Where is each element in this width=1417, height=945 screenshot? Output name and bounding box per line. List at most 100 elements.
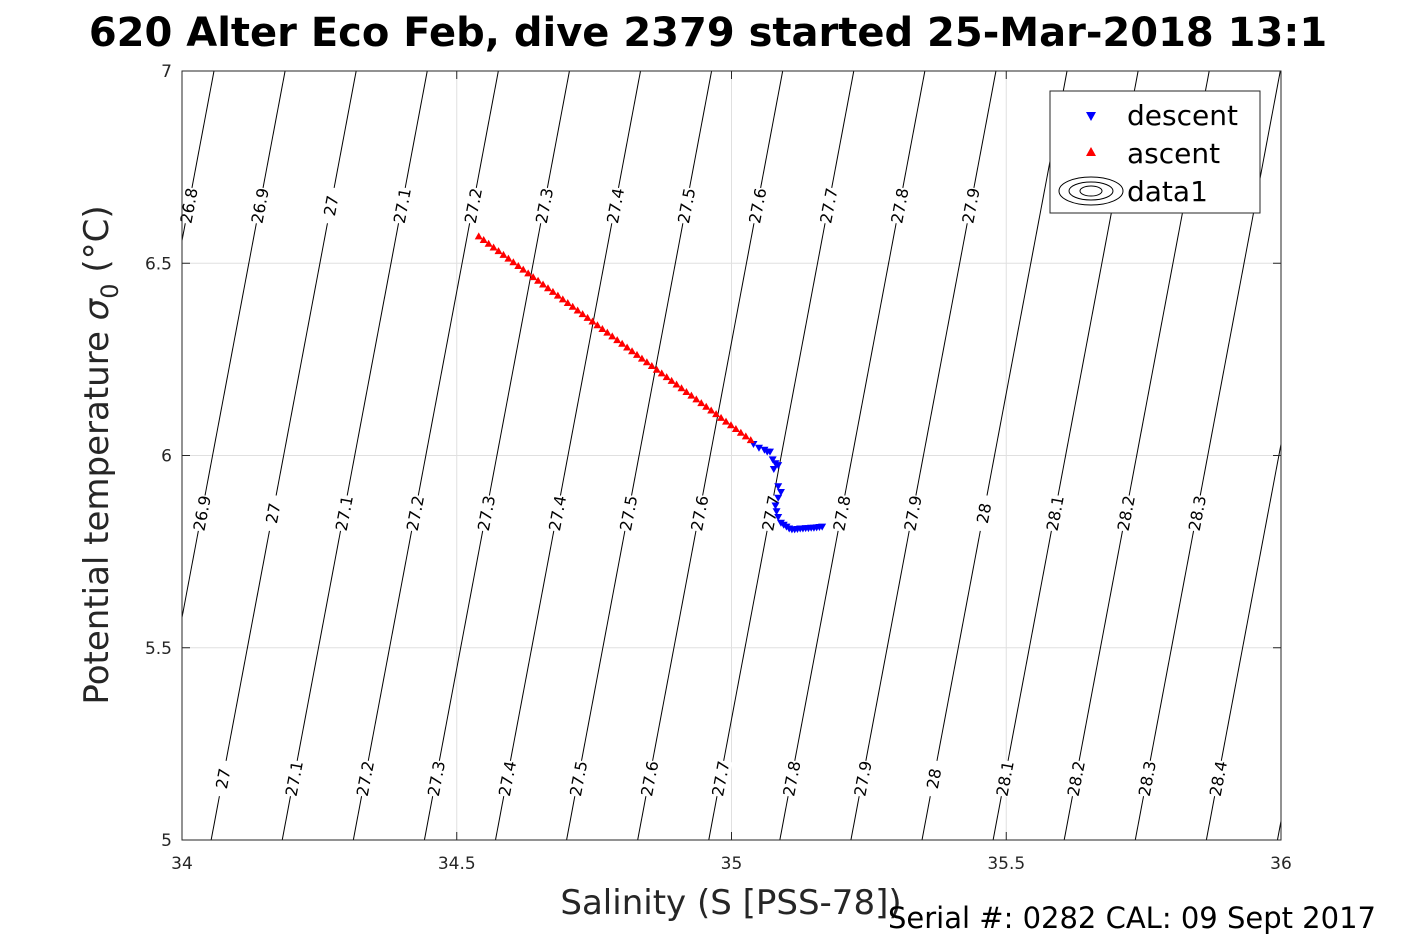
contour-label-bg [1042, 493, 1067, 533]
contour-label-bg [423, 759, 449, 798]
ascent-point [746, 436, 755, 444]
descent-point [771, 502, 780, 510]
ascent-point [672, 380, 681, 388]
contour-label-bg [1184, 493, 1210, 533]
legend-ascent-marker [1086, 147, 1096, 156]
x-tick-label: 36 [1270, 854, 1292, 874]
ascent-point [578, 310, 587, 318]
contour-label-bg [779, 759, 804, 798]
descent-point [818, 523, 827, 531]
legend-descent-marker [1086, 112, 1096, 121]
descent-point [765, 448, 774, 456]
descent-point [774, 462, 783, 470]
contour-label-bg [816, 186, 841, 225]
contour-label-bg [352, 759, 378, 798]
ascent-point [543, 284, 552, 292]
ascent-point [687, 391, 696, 399]
ascent-point [702, 402, 711, 410]
x-axis-label: Salinity (S [PSS-78]) [560, 883, 901, 923]
legend-descent-label: descent [1127, 99, 1238, 132]
contour-label-bg [281, 759, 307, 798]
y-tick-label: 5.5 [145, 639, 172, 659]
ascent-point [588, 317, 597, 325]
contour-label-bg [473, 493, 499, 533]
contour-label: 28 [923, 767, 945, 791]
descent-point [768, 456, 777, 464]
contour-label: 27 [262, 502, 284, 526]
ascent-point [682, 387, 691, 395]
ascent-point [667, 376, 676, 384]
contour-label-bg [210, 759, 235, 798]
contour-label-bg [389, 186, 415, 225]
descent-point [774, 494, 783, 502]
ascent-point [553, 291, 562, 299]
y-label-main: Potential temperature [77, 320, 117, 704]
contour-label-bg [176, 186, 201, 225]
ascent-point [534, 276, 543, 284]
ascent-point [692, 395, 701, 403]
x-tick-label: 35 [721, 854, 743, 874]
ascent-point [499, 250, 508, 258]
ascent-point [618, 339, 627, 347]
contour-label-bg [687, 493, 712, 533]
contour-label-bg [674, 186, 699, 225]
contour-label-bg [887, 186, 912, 225]
descent-point [776, 489, 785, 497]
ascent-point [479, 236, 488, 244]
contour-label-bg [1205, 759, 1231, 798]
contour-label-bg [958, 186, 983, 225]
x-tick-label: 34.5 [438, 854, 476, 874]
ascent-point [652, 365, 661, 373]
ascent-point [548, 287, 557, 295]
ascent-point [662, 373, 671, 381]
descent-point [754, 444, 763, 452]
ascent-point [647, 362, 656, 370]
contour-label-bg [616, 493, 641, 533]
density-contour-line [921, 70, 1068, 841]
contour-label-bg [544, 493, 570, 533]
y-label-subscript: 0 [96, 283, 124, 298]
ascent-point [632, 350, 641, 358]
y-tick-label: 5 [161, 831, 172, 851]
ascent-point [642, 358, 651, 366]
legend-ascent-label: ascent [1127, 137, 1220, 170]
ascent-point [726, 421, 735, 429]
contour-label-bg [494, 759, 520, 798]
ascent-point [524, 269, 533, 277]
ascent-point [712, 410, 721, 418]
ascent-point [613, 336, 622, 344]
ascent-point [628, 347, 637, 355]
ascent-point [529, 273, 538, 281]
contour-label-bg [829, 493, 854, 533]
ascent-point [504, 254, 513, 262]
contour-label-bg [1113, 493, 1138, 533]
descent-point [774, 514, 783, 522]
legend-box [1049, 90, 1261, 214]
ascent-point [568, 302, 577, 310]
contour-label-bg [331, 493, 357, 533]
x-tick-label: 34 [171, 854, 193, 874]
contour-label-bg [460, 186, 486, 225]
contour-label-bg [992, 759, 1017, 798]
contour-label-bg [247, 186, 272, 225]
ascent-point [608, 332, 617, 340]
contour-label-bg [531, 186, 557, 225]
y-axis-label: Potential temperature σ0 (°C) [77, 205, 124, 704]
contour-label-bg [1063, 759, 1088, 798]
contour-label-bg [318, 186, 343, 225]
ascent-point [514, 261, 523, 269]
ascent-point [736, 428, 745, 436]
data-series [474, 232, 827, 534]
ascent-point [573, 306, 582, 314]
ascent-point [657, 369, 666, 377]
y-tick-label: 7 [161, 62, 172, 82]
ascent-point [731, 425, 740, 433]
serial-cal-note: Serial #: 0282 CAL: 09 Sept 2017 [888, 901, 1376, 935]
ascent-point [474, 232, 483, 240]
ascent-point [623, 343, 632, 351]
descent-point [769, 465, 778, 473]
legend-data1-label: data1 [1127, 175, 1208, 208]
contour-label-bg [189, 493, 214, 533]
contour-label-bg [602, 186, 628, 225]
y-tick-label: 6.5 [145, 254, 172, 274]
